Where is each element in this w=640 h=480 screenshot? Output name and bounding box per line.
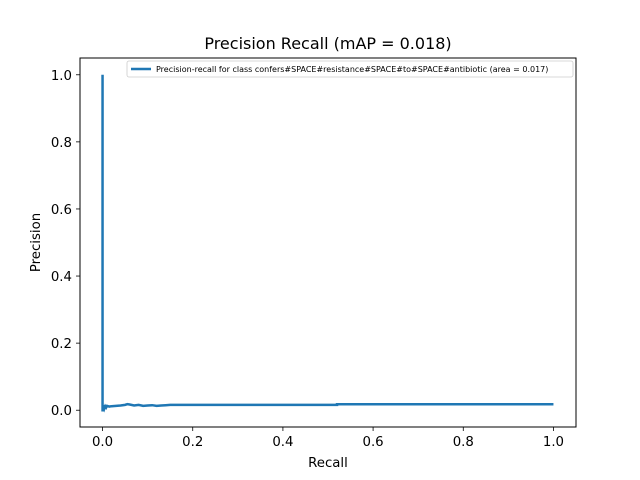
legend-label: Precision-recall for class confers#SPACE… — [156, 65, 548, 74]
y-tick-label: 0.6 — [51, 203, 72, 218]
x-tick-label: 0.6 — [363, 435, 384, 450]
y-axis-ticks: 0.0 0.2 0.4 0.6 0.8 1.0 — [51, 69, 80, 419]
x-tick-label: 0.8 — [453, 435, 474, 450]
legend: Precision-recall for class confers#SPACE… — [126, 60, 574, 78]
x-axis-label: Recall — [308, 456, 348, 471]
plot-area — [101, 74, 554, 413]
x-tick-label: 0.2 — [182, 435, 203, 450]
legend-box — [126, 60, 574, 78]
x-tick-label: 0.0 — [92, 435, 113, 450]
x-tick-label: 1.0 — [543, 435, 564, 450]
y-tick-label: 0.0 — [51, 404, 72, 419]
y-tick-label: 0.4 — [51, 270, 72, 285]
axes-frame — [79, 57, 577, 428]
y-tick-label: 0.8 — [51, 136, 72, 151]
x-axis-ticks: 0.0 0.2 0.4 0.6 0.8 1.0 — [92, 427, 564, 450]
x-tick-label: 0.4 — [272, 435, 293, 450]
y-axis-label: Precision — [29, 213, 44, 272]
y-tick-label: 0.2 — [51, 337, 72, 352]
y-tick-label: 1.0 — [51, 69, 72, 84]
series-line-precision-recall — [101, 74, 554, 413]
chart-title: Precision Recall (mAP = 0.018) — [204, 34, 451, 53]
